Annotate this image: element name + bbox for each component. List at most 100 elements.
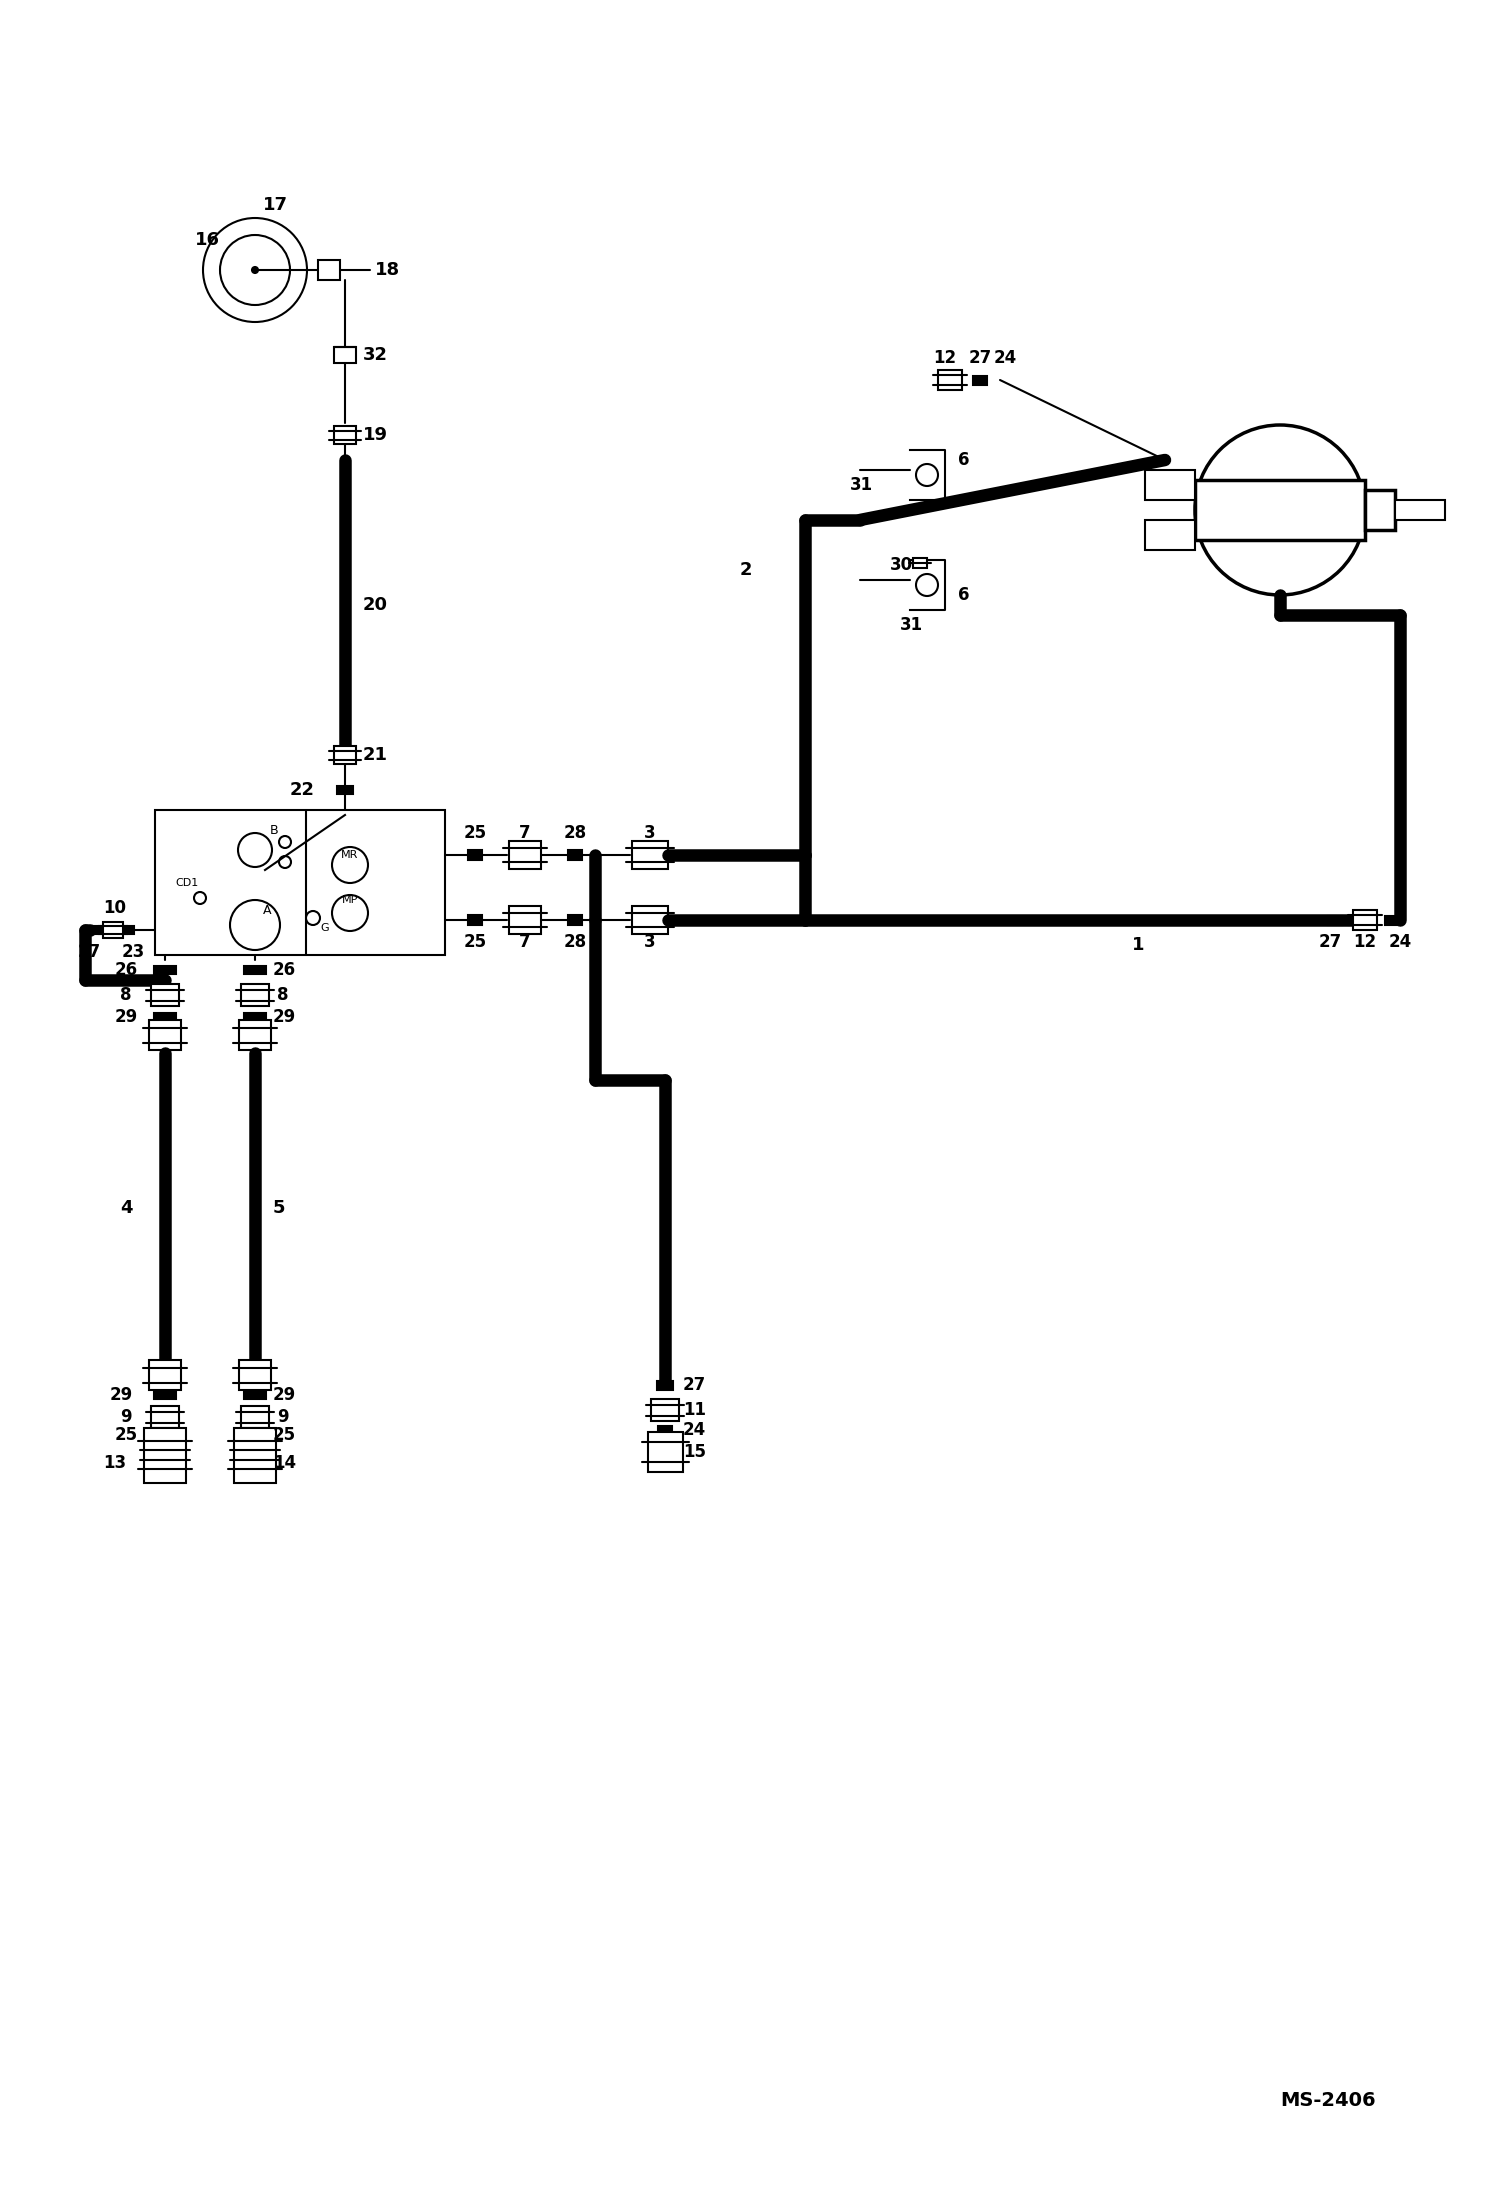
Circle shape: [238, 833, 273, 866]
Text: 22: 22: [291, 781, 315, 798]
Text: 16: 16: [195, 230, 220, 250]
Text: 15: 15: [683, 1443, 706, 1461]
Bar: [241, 985, 270, 1007]
Circle shape: [279, 855, 291, 868]
Text: CD1: CD1: [175, 877, 198, 888]
Bar: [1386, 914, 1399, 925]
Text: 24: 24: [993, 349, 1017, 366]
Text: 25: 25: [463, 825, 487, 842]
Text: 9: 9: [277, 1408, 289, 1425]
Text: 24: 24: [1389, 932, 1411, 952]
Bar: [938, 371, 962, 390]
Bar: [652, 1399, 679, 1421]
Circle shape: [915, 465, 938, 487]
Bar: [1353, 910, 1377, 930]
Bar: [144, 1428, 186, 1482]
Bar: [244, 965, 267, 974]
Bar: [244, 1013, 267, 1022]
Text: 9: 9: [120, 1408, 132, 1425]
Bar: [241, 1406, 270, 1428]
Bar: [568, 914, 583, 925]
Bar: [1195, 480, 1365, 539]
Text: 6: 6: [959, 586, 969, 603]
Bar: [240, 1360, 271, 1390]
Circle shape: [252, 268, 258, 272]
Bar: [154, 1432, 175, 1439]
Bar: [467, 914, 482, 925]
Bar: [647, 1432, 683, 1472]
Bar: [148, 1020, 181, 1050]
Circle shape: [333, 895, 369, 932]
Text: 29: 29: [115, 1009, 138, 1026]
Circle shape: [231, 899, 280, 950]
Bar: [1144, 520, 1195, 550]
Text: 8: 8: [277, 987, 289, 1004]
Text: 13: 13: [103, 1454, 126, 1472]
Bar: [658, 1382, 673, 1390]
Bar: [240, 1020, 271, 1050]
Text: 23: 23: [121, 943, 145, 961]
Text: 4: 4: [120, 1200, 132, 1217]
Bar: [151, 1406, 178, 1428]
Text: 12: 12: [933, 349, 957, 366]
Bar: [244, 1432, 267, 1439]
Circle shape: [195, 893, 207, 904]
Text: MS-2406: MS-2406: [1279, 2090, 1375, 2110]
Text: 25: 25: [115, 1425, 138, 1443]
Bar: [120, 925, 133, 934]
Text: 27: 27: [1318, 932, 1342, 952]
Text: 14: 14: [273, 1454, 297, 1472]
Text: 26: 26: [115, 961, 138, 978]
Circle shape: [279, 836, 291, 849]
Text: 29: 29: [109, 1386, 133, 1404]
Bar: [154, 1013, 175, 1022]
Bar: [1329, 914, 1342, 925]
Bar: [334, 346, 357, 364]
Text: 27: 27: [683, 1375, 706, 1395]
Bar: [334, 425, 357, 443]
Bar: [234, 1428, 276, 1482]
Bar: [103, 921, 123, 939]
Text: 7: 7: [520, 932, 530, 952]
Bar: [244, 1390, 267, 1399]
Bar: [1365, 489, 1395, 531]
Bar: [509, 906, 541, 934]
Text: A: A: [264, 904, 271, 917]
Text: 30: 30: [890, 557, 914, 575]
Circle shape: [204, 217, 307, 322]
Text: 24: 24: [683, 1421, 706, 1439]
Text: 12: 12: [1353, 932, 1377, 952]
Bar: [632, 906, 668, 934]
Text: MP: MP: [342, 895, 358, 906]
Circle shape: [220, 235, 291, 305]
Text: 7: 7: [520, 825, 530, 842]
Text: 27: 27: [968, 349, 992, 366]
Bar: [148, 1360, 181, 1390]
Bar: [337, 785, 354, 794]
Text: 26: 26: [273, 961, 297, 978]
Bar: [154, 1390, 175, 1399]
Circle shape: [333, 846, 369, 884]
Text: 1: 1: [1132, 936, 1144, 954]
Text: 10: 10: [103, 899, 126, 917]
Circle shape: [306, 910, 321, 925]
Text: 21: 21: [363, 746, 388, 763]
Text: 28: 28: [563, 825, 587, 842]
Bar: [632, 840, 668, 868]
Text: MR: MR: [342, 851, 358, 860]
Text: 17: 17: [264, 195, 288, 215]
Text: 25: 25: [463, 932, 487, 952]
Text: 28: 28: [563, 932, 587, 952]
Text: 29: 29: [273, 1386, 297, 1404]
Bar: [974, 375, 987, 384]
Circle shape: [915, 575, 938, 596]
Bar: [90, 925, 103, 934]
Text: 8: 8: [120, 987, 132, 1004]
Bar: [334, 746, 357, 763]
Bar: [151, 985, 178, 1007]
Text: 25: 25: [273, 1425, 297, 1443]
Text: 2: 2: [740, 561, 752, 579]
Bar: [154, 965, 175, 974]
Text: 3: 3: [644, 825, 656, 842]
Bar: [568, 851, 583, 860]
